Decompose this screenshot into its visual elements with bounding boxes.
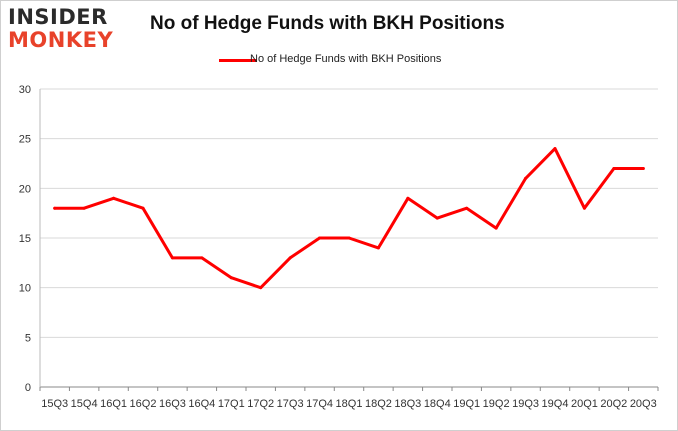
legend-label: No of Hedge Funds with BKH Positions xyxy=(250,53,442,65)
x-tick-label: 15Q4 xyxy=(71,398,98,410)
x-tick-label: 20Q1 xyxy=(571,398,598,410)
y-tick-label: 30 xyxy=(19,84,31,96)
data-point xyxy=(465,206,469,210)
legend-swatch xyxy=(219,59,257,62)
logo-line-2: MONKEY xyxy=(8,28,114,52)
data-point xyxy=(259,286,263,290)
data-point xyxy=(229,276,233,280)
x-tick-label: 16Q3 xyxy=(159,398,186,410)
series-line xyxy=(53,147,645,290)
insider-monkey-logo: INSIDER MONKEY xyxy=(8,4,130,52)
axes xyxy=(39,89,659,391)
data-point xyxy=(376,246,380,250)
x-tick-label: 18Q2 xyxy=(365,398,392,410)
data-point xyxy=(112,196,116,200)
data-point xyxy=(200,256,204,260)
series-layer xyxy=(53,147,645,290)
x-tick-label: 17Q1 xyxy=(218,398,245,410)
x-tick-label: 17Q2 xyxy=(247,398,274,410)
y-tick-label: 0 xyxy=(25,382,31,394)
x-tick-label: 17Q4 xyxy=(306,398,333,410)
data-point xyxy=(494,226,498,230)
x-tick-label: 19Q1 xyxy=(453,398,480,410)
data-point xyxy=(141,206,145,210)
x-tick-label: 19Q4 xyxy=(542,398,569,410)
y-tick-labels: 0 5 10 15 20 25 30 xyxy=(19,84,31,394)
data-point xyxy=(582,206,586,210)
data-point xyxy=(612,166,616,170)
x-tick-label: 20Q2 xyxy=(600,398,627,410)
gridlines xyxy=(40,88,658,338)
data-point xyxy=(82,206,86,210)
x-tick-label: 18Q3 xyxy=(394,398,421,410)
y-tick-label: 5 xyxy=(25,332,31,344)
data-point xyxy=(435,216,439,220)
x-tick-label: 18Q1 xyxy=(336,398,363,410)
data-point xyxy=(170,256,174,260)
x-tick-label: 17Q3 xyxy=(277,398,304,410)
x-tick-labels: 15Q3 15Q4 16Q1 16Q2 16Q3 16Q4 17Q1 17Q2 17Q3 17Q4… xyxy=(41,398,656,410)
y-tick-label: 20 xyxy=(19,183,31,195)
chart-title: No of Hedge Funds with BKH Positions xyxy=(150,13,505,34)
data-point xyxy=(53,206,57,210)
x-tick-label: 20Q3 xyxy=(630,398,657,410)
x-tick-label: 16Q2 xyxy=(130,398,157,410)
x-tick-label: 15Q3 xyxy=(41,398,68,410)
data-point xyxy=(288,256,292,260)
data-point xyxy=(553,147,557,151)
x-tick-label: 16Q1 xyxy=(100,398,127,410)
y-tick-label: 25 xyxy=(19,134,31,146)
x-tick-label: 19Q3 xyxy=(512,398,539,410)
data-point xyxy=(641,166,645,170)
data-point xyxy=(406,196,410,200)
x-tick-label: 19Q2 xyxy=(483,398,510,410)
data-point xyxy=(318,236,322,240)
logo-line-1: INSIDER xyxy=(8,5,108,29)
data-point xyxy=(524,176,528,180)
x-tick-label: 18Q4 xyxy=(424,398,451,410)
data-point xyxy=(347,236,351,240)
x-tick-label: 16Q4 xyxy=(188,398,215,410)
y-tick-label: 10 xyxy=(19,283,31,295)
y-tick-label: 15 xyxy=(19,233,31,245)
